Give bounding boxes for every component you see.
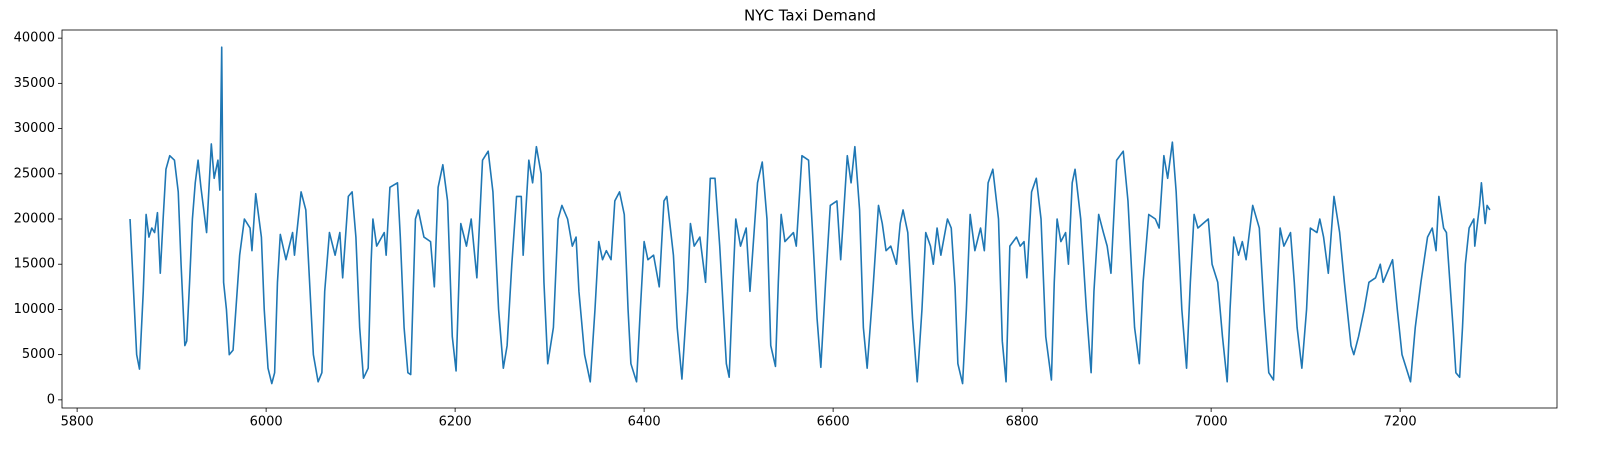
y-tick-label: 35000 bbox=[14, 76, 55, 91]
data-line bbox=[129, 46, 1491, 385]
x-tick-label: 7000 bbox=[1195, 415, 1228, 430]
y-tick-label: 0 bbox=[47, 392, 55, 407]
y-tick-label: 20000 bbox=[14, 212, 55, 227]
chart-title: NYC Taxi Demand bbox=[744, 7, 876, 25]
x-tick-label: 7200 bbox=[1384, 415, 1417, 430]
x-tick-label: 6200 bbox=[439, 415, 472, 430]
y-tick-label: 5000 bbox=[22, 347, 55, 362]
y-tick-label: 25000 bbox=[14, 166, 55, 181]
x-tick-label: 6800 bbox=[1006, 415, 1039, 430]
y-tick-label: 30000 bbox=[14, 121, 55, 136]
x-tick-label: 6600 bbox=[817, 415, 850, 430]
x-tick-label: 6400 bbox=[628, 415, 661, 430]
y-tick-label: 10000 bbox=[14, 302, 55, 317]
x-tick-label: 5800 bbox=[61, 415, 94, 430]
x-tick-label: 6000 bbox=[250, 415, 283, 430]
y-tick-label: 40000 bbox=[14, 31, 55, 46]
y-tick-label: 15000 bbox=[14, 257, 55, 272]
